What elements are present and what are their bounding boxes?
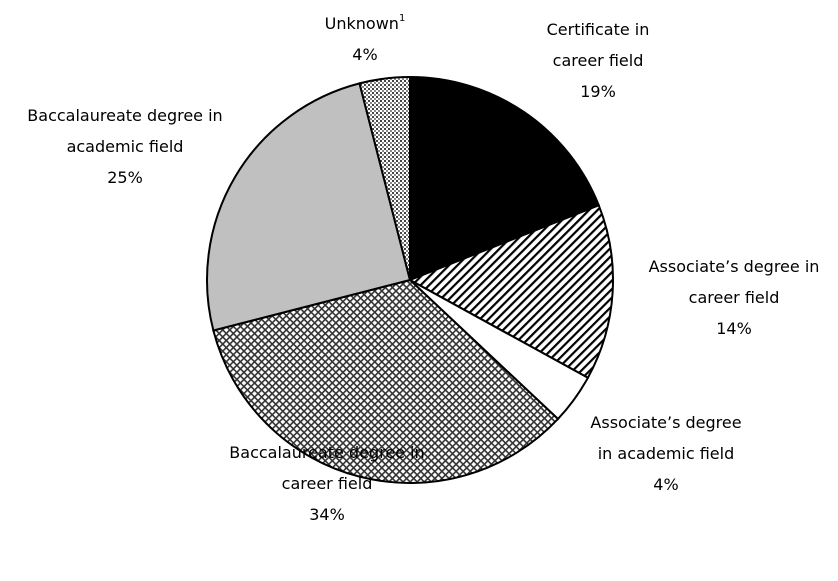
value-label: 14% xyxy=(716,319,752,338)
slice-label: Unknown1 4% xyxy=(305,8,425,70)
category-label: Certificate in career field xyxy=(546,20,650,70)
category-label: Unknown xyxy=(324,14,399,33)
category-label: Associate’s degree in academic field xyxy=(590,413,742,463)
value-label: 34% xyxy=(309,505,345,524)
value-label: 4% xyxy=(352,45,378,64)
value-label: 19% xyxy=(580,82,616,101)
pie-slice xyxy=(206,82,412,332)
slice-label: Baccalaureate degree in career field 34% xyxy=(227,437,427,530)
pie-slice xyxy=(407,203,614,380)
category-label: Associate’s degree in career field xyxy=(648,257,820,307)
pie-slice xyxy=(358,75,411,281)
slice-label: Associate’s degree in career field 14% xyxy=(634,251,834,344)
slice-label: Baccalaureate degree in academic field 25… xyxy=(5,100,245,193)
pie-slice xyxy=(409,75,601,282)
slice-label: Certificate in career field 19% xyxy=(523,14,673,107)
category-label: Baccalaureate degree in career field xyxy=(229,443,425,493)
category-label: Baccalaureate degree in academic field xyxy=(27,106,223,156)
value-label: 25% xyxy=(107,168,143,187)
pie-slice xyxy=(212,278,560,484)
footnote-mark: 1 xyxy=(398,13,406,24)
slice-label: Associate’s degree in academic field 4% xyxy=(581,407,751,500)
value-label: 4% xyxy=(653,475,679,494)
